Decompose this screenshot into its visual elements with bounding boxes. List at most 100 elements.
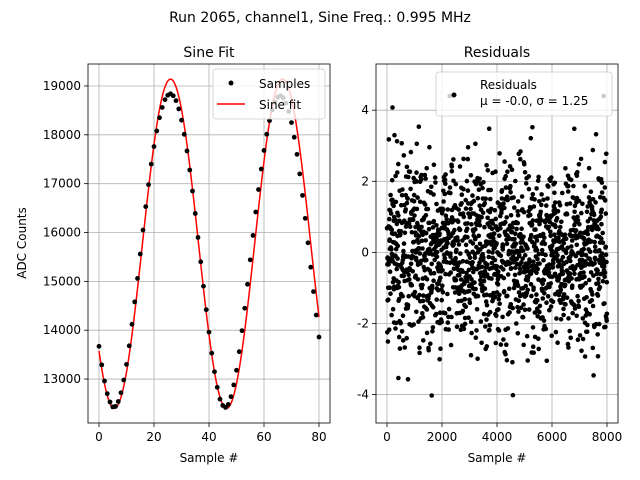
residual-point bbox=[486, 126, 492, 131]
residual-point bbox=[534, 270, 539, 276]
sample-point bbox=[99, 362, 105, 368]
residual-point bbox=[518, 305, 524, 311]
residual-point bbox=[429, 184, 434, 190]
residual-point bbox=[596, 226, 601, 232]
residual-point bbox=[482, 286, 488, 291]
residual-point bbox=[584, 329, 590, 335]
residual-point bbox=[417, 246, 422, 251]
sample-point bbox=[217, 396, 223, 402]
sine-fit-grid bbox=[88, 64, 330, 423]
x-tick-label: 0 bbox=[95, 430, 103, 444]
residual-point bbox=[574, 242, 580, 248]
residual-point bbox=[499, 188, 505, 193]
residual-point bbox=[505, 197, 510, 203]
y-tick-label: -4 bbox=[357, 388, 369, 402]
residual-point bbox=[448, 254, 453, 260]
residual-point bbox=[406, 293, 412, 299]
sample-point bbox=[198, 259, 204, 265]
residual-point bbox=[483, 299, 489, 304]
sample-point bbox=[146, 182, 151, 188]
residual-point bbox=[393, 217, 398, 223]
residual-point bbox=[415, 277, 421, 282]
residual-point bbox=[590, 303, 596, 309]
residual-point bbox=[443, 213, 449, 218]
residual-point bbox=[391, 203, 396, 209]
residual-point bbox=[405, 196, 410, 201]
residual-point bbox=[454, 247, 459, 253]
residual-point bbox=[411, 239, 417, 245]
residual-point bbox=[583, 253, 589, 258]
sample-point bbox=[236, 349, 242, 355]
residual-point bbox=[427, 220, 432, 226]
residual-point bbox=[546, 224, 551, 230]
residual-point bbox=[512, 205, 517, 210]
residual-point bbox=[543, 252, 548, 258]
residual-point bbox=[461, 156, 466, 162]
residual-point bbox=[593, 321, 599, 327]
residual-point bbox=[570, 310, 575, 316]
residual-point bbox=[456, 207, 462, 212]
residual-point bbox=[575, 293, 580, 299]
y-tick-label: 16000 bbox=[43, 226, 81, 240]
residual-point bbox=[434, 297, 440, 302]
residual-point bbox=[451, 178, 456, 184]
residual-point bbox=[475, 356, 480, 362]
residual-point bbox=[389, 177, 395, 183]
sample-point bbox=[253, 209, 259, 215]
sample-point bbox=[137, 251, 143, 257]
residual-point bbox=[394, 221, 400, 227]
residual-point bbox=[550, 274, 555, 280]
residual-point bbox=[555, 208, 561, 214]
residual-point bbox=[429, 261, 435, 267]
residual-point bbox=[415, 195, 420, 200]
sample-point bbox=[300, 192, 305, 198]
residual-point bbox=[489, 226, 495, 232]
residual-point bbox=[581, 246, 586, 252]
residual-point bbox=[466, 288, 472, 294]
residual-point bbox=[443, 181, 448, 186]
x-tick-label: 60 bbox=[256, 430, 271, 444]
residual-point bbox=[596, 321, 602, 327]
residual-point bbox=[563, 166, 568, 171]
sample-point bbox=[124, 361, 129, 367]
residual-point bbox=[539, 192, 544, 197]
residual-point bbox=[396, 213, 401, 218]
sample-point bbox=[206, 329, 212, 335]
residual-point bbox=[549, 333, 554, 339]
residual-point bbox=[532, 310, 538, 315]
residual-point bbox=[449, 164, 455, 169]
residual-point bbox=[563, 236, 569, 242]
residual-point bbox=[431, 278, 436, 284]
residual-point bbox=[463, 242, 469, 248]
residual-point bbox=[401, 153, 407, 158]
residual-point bbox=[390, 197, 395, 203]
residual-point bbox=[511, 195, 516, 200]
residual-point bbox=[482, 200, 488, 206]
residual-point bbox=[403, 207, 409, 212]
residual-point bbox=[451, 157, 456, 162]
residual-point bbox=[492, 294, 498, 300]
y-tick-label: -2 bbox=[357, 316, 369, 330]
residual-point bbox=[453, 277, 459, 283]
residual-point bbox=[393, 320, 399, 326]
sample-point bbox=[154, 128, 160, 134]
residual-point bbox=[503, 219, 508, 225]
residual-point bbox=[448, 251, 453, 256]
residual-point bbox=[575, 337, 581, 343]
residual-point bbox=[522, 170, 528, 175]
residual-point bbox=[508, 183, 513, 189]
residual-point bbox=[420, 246, 425, 251]
residual-point bbox=[408, 261, 414, 267]
residual-point bbox=[511, 285, 517, 291]
residual-point bbox=[515, 209, 520, 214]
residual-point bbox=[529, 293, 534, 299]
residual-point bbox=[464, 270, 469, 276]
residual-point bbox=[569, 238, 575, 243]
sample-point bbox=[214, 384, 220, 390]
residual-point bbox=[588, 270, 594, 275]
residual-point bbox=[548, 304, 554, 309]
residual-point bbox=[587, 312, 592, 317]
residual-point bbox=[564, 295, 570, 301]
residual-point bbox=[552, 200, 558, 205]
x-tick-label: 40 bbox=[201, 430, 216, 444]
